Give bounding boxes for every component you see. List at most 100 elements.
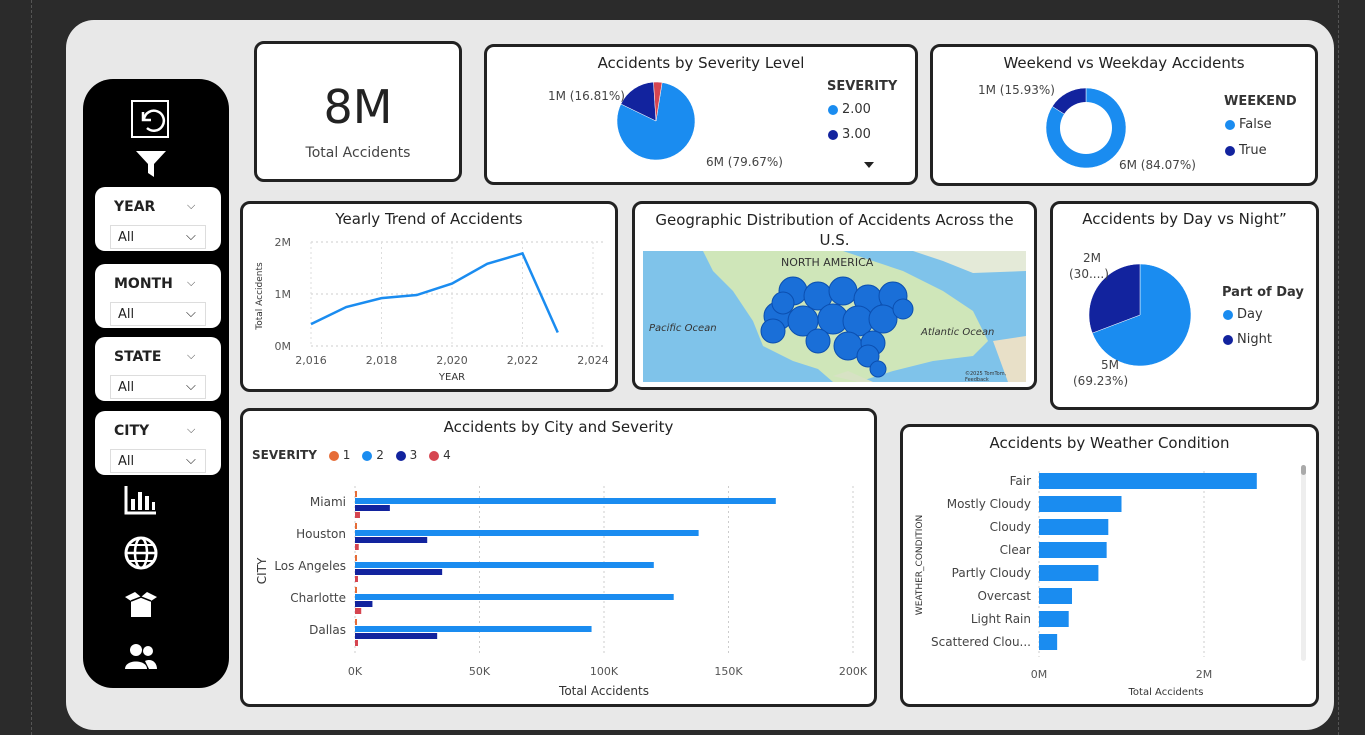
y-tick-label: 1M [275, 288, 292, 301]
filter-city: CITY ⌵ All ⌵ [95, 411, 221, 475]
y-tick-label: Light Rain [971, 612, 1031, 626]
severity-pie-card: Accidents by Severity Level 1M (16.81%) … [484, 44, 918, 185]
globe-icon[interactable] [123, 535, 159, 575]
chevron-down-icon: ⌵ [186, 306, 196, 321]
severity-legend-item[interactable]: 3.00 [828, 127, 871, 142]
chevron-down-icon: ⌵ [186, 453, 196, 468]
y-tick-label: Cloudy [990, 520, 1031, 534]
filter-year-label: YEAR [114, 199, 156, 215]
filter-month-dropdown[interactable]: All ⌵ [110, 302, 206, 326]
city-legend-label: 1 [342, 448, 351, 462]
filter-icon[interactable] [134, 149, 168, 183]
legend-dot [828, 104, 838, 115]
back-icon[interactable] [131, 100, 169, 138]
scrollbar[interactable] [1301, 465, 1306, 661]
box-icon[interactable] [123, 589, 159, 625]
severity-legend-item[interactable]: 2.00 [828, 102, 871, 117]
trend-line [310, 251, 559, 333]
map-land [703, 251, 1026, 382]
filter-year: YEAR ⌵ All ⌵ [95, 187, 221, 251]
accident-density-cluster [760, 276, 914, 378]
bar-dallas-sev4 [355, 640, 358, 646]
map-attribution[interactable]: ©2025 TomTom, Feedback [965, 371, 1007, 382]
filter-city-label: CITY [114, 423, 150, 439]
bar-houston-sev1 [355, 523, 357, 529]
filter-year-dropdown[interactable]: All ⌵ [110, 225, 206, 249]
chevron-down-icon[interactable]: ⌵ [187, 423, 196, 436]
city-legend-title: SEVERITY [252, 448, 317, 462]
bar-chart-icon[interactable] [123, 484, 159, 520]
weekend-legend-item[interactable]: False [1225, 117, 1272, 132]
severity-legend-title: SEVERITY [827, 79, 898, 94]
city-severity-card: Accidents by City and Severity SEVERITY … [240, 408, 877, 707]
legend-dot [1223, 334, 1233, 345]
x-tick-label: 150K [714, 665, 743, 678]
weather-title: Accidents by Weather Condition [989, 434, 1230, 452]
chevron-down-icon: ⌵ [186, 379, 196, 394]
scrollbar-thumb[interactable] [1301, 465, 1306, 475]
daynight-legend-item[interactable]: Day [1223, 307, 1263, 322]
bar-weather [1039, 611, 1069, 627]
bar-weather [1039, 565, 1099, 581]
geo-map-card: Geographic Distribution of Accidents Acr… [632, 201, 1037, 390]
y-tick-label: Houston [296, 527, 346, 541]
bar-weather [1039, 634, 1058, 650]
bar-miami-sev4 [355, 512, 360, 518]
x-tick-label: 50K [469, 665, 491, 678]
chevron-down-icon[interactable]: ⌵ [187, 349, 196, 362]
kpi-card: 8M Total Accidents [254, 41, 462, 182]
weekend-label-small: 1M (15.93%) [978, 83, 1055, 97]
weekend-donut-title: Weekend vs Weekday Accidents [1003, 54, 1245, 72]
x-axis-label: YEAR [438, 372, 465, 383]
filter-state-label: STATE [114, 349, 162, 365]
kpi-value: 8M [323, 80, 393, 134]
x-tick-label: 2,016 [295, 354, 327, 367]
filter-state-dropdown[interactable]: All ⌵ [110, 375, 206, 399]
y-tick-label: Clear [1000, 543, 1031, 557]
city-severity-title: Accidents by City and Severity [443, 418, 674, 436]
bar-charlotte-sev2 [355, 594, 674, 600]
filter-state-value: All [118, 380, 135, 395]
y-tick-label: 0M [275, 340, 292, 353]
users-icon[interactable] [123, 641, 159, 677]
y-tick-label: Charlotte [290, 591, 346, 605]
legend-dot [1225, 119, 1235, 130]
x-axis-label: Total Accidents [558, 684, 649, 698]
bar-houston-sev2 [355, 530, 699, 536]
city-legend-item[interactable]: 4 [429, 448, 451, 462]
y-tick-label: Dallas [309, 623, 346, 637]
weekend-legend-label: True [1239, 143, 1267, 158]
city-legend-item[interactable]: 2 [362, 448, 384, 462]
donut-hole [1060, 102, 1112, 154]
bar-miami-sev3 [355, 505, 390, 511]
chevron-down-icon[interactable]: ⌵ [187, 199, 196, 212]
y-axis-label: CITY [255, 557, 269, 584]
x-tick-label: 0M [1031, 668, 1048, 681]
chevron-down-icon[interactable]: ⌵ [187, 276, 196, 289]
x-axis-label: Total Accidents [1128, 687, 1204, 698]
geo-map-title: Geographic Distribution of Accidents Acr… [655, 211, 1014, 249]
filter-city-dropdown[interactable]: All ⌵ [110, 449, 206, 473]
weather-card: Accidents by Weather Condition 0M 2M Fair M… [900, 424, 1319, 707]
weekend-legend-label: False [1239, 117, 1272, 132]
city-legend-item[interactable]: 3 [395, 448, 417, 462]
y-axis-label: WEATHER_CONDITION [915, 515, 925, 615]
city-legend-item[interactable]: 1 [328, 448, 351, 462]
daynight-label-small: 2M [1083, 251, 1101, 265]
map-view[interactable]: NORTH AMERICA Pacific Ocean Atlantic Oce… [643, 251, 1026, 382]
y-tick-label: Overcast [977, 589, 1031, 603]
weekend-legend-item[interactable]: True [1225, 143, 1267, 158]
frame-guide-right [1338, 0, 1339, 735]
bar-houston-sev3 [355, 537, 428, 543]
bar-charlotte-sev1 [355, 587, 357, 593]
severity-pie-title: Accidents by Severity Level [597, 54, 805, 72]
severity-legend-label: 3.00 [842, 127, 871, 142]
yearly-trend-chart: 2M 1M 0M2,016 2,018 2,020 2,022 2,024 YEAR Total… [255, 236, 609, 383]
filter-city-value: All [118, 454, 135, 469]
legend-scroll-down-icon[interactable] [864, 162, 874, 168]
bar-miami-sev2 [355, 498, 776, 504]
kpi-label: Total Accidents [305, 145, 411, 161]
bar-los-angeles-sev1 [355, 555, 357, 561]
daynight-legend-item[interactable]: Night [1223, 332, 1272, 347]
chevron-down-icon: ⌵ [186, 229, 196, 244]
